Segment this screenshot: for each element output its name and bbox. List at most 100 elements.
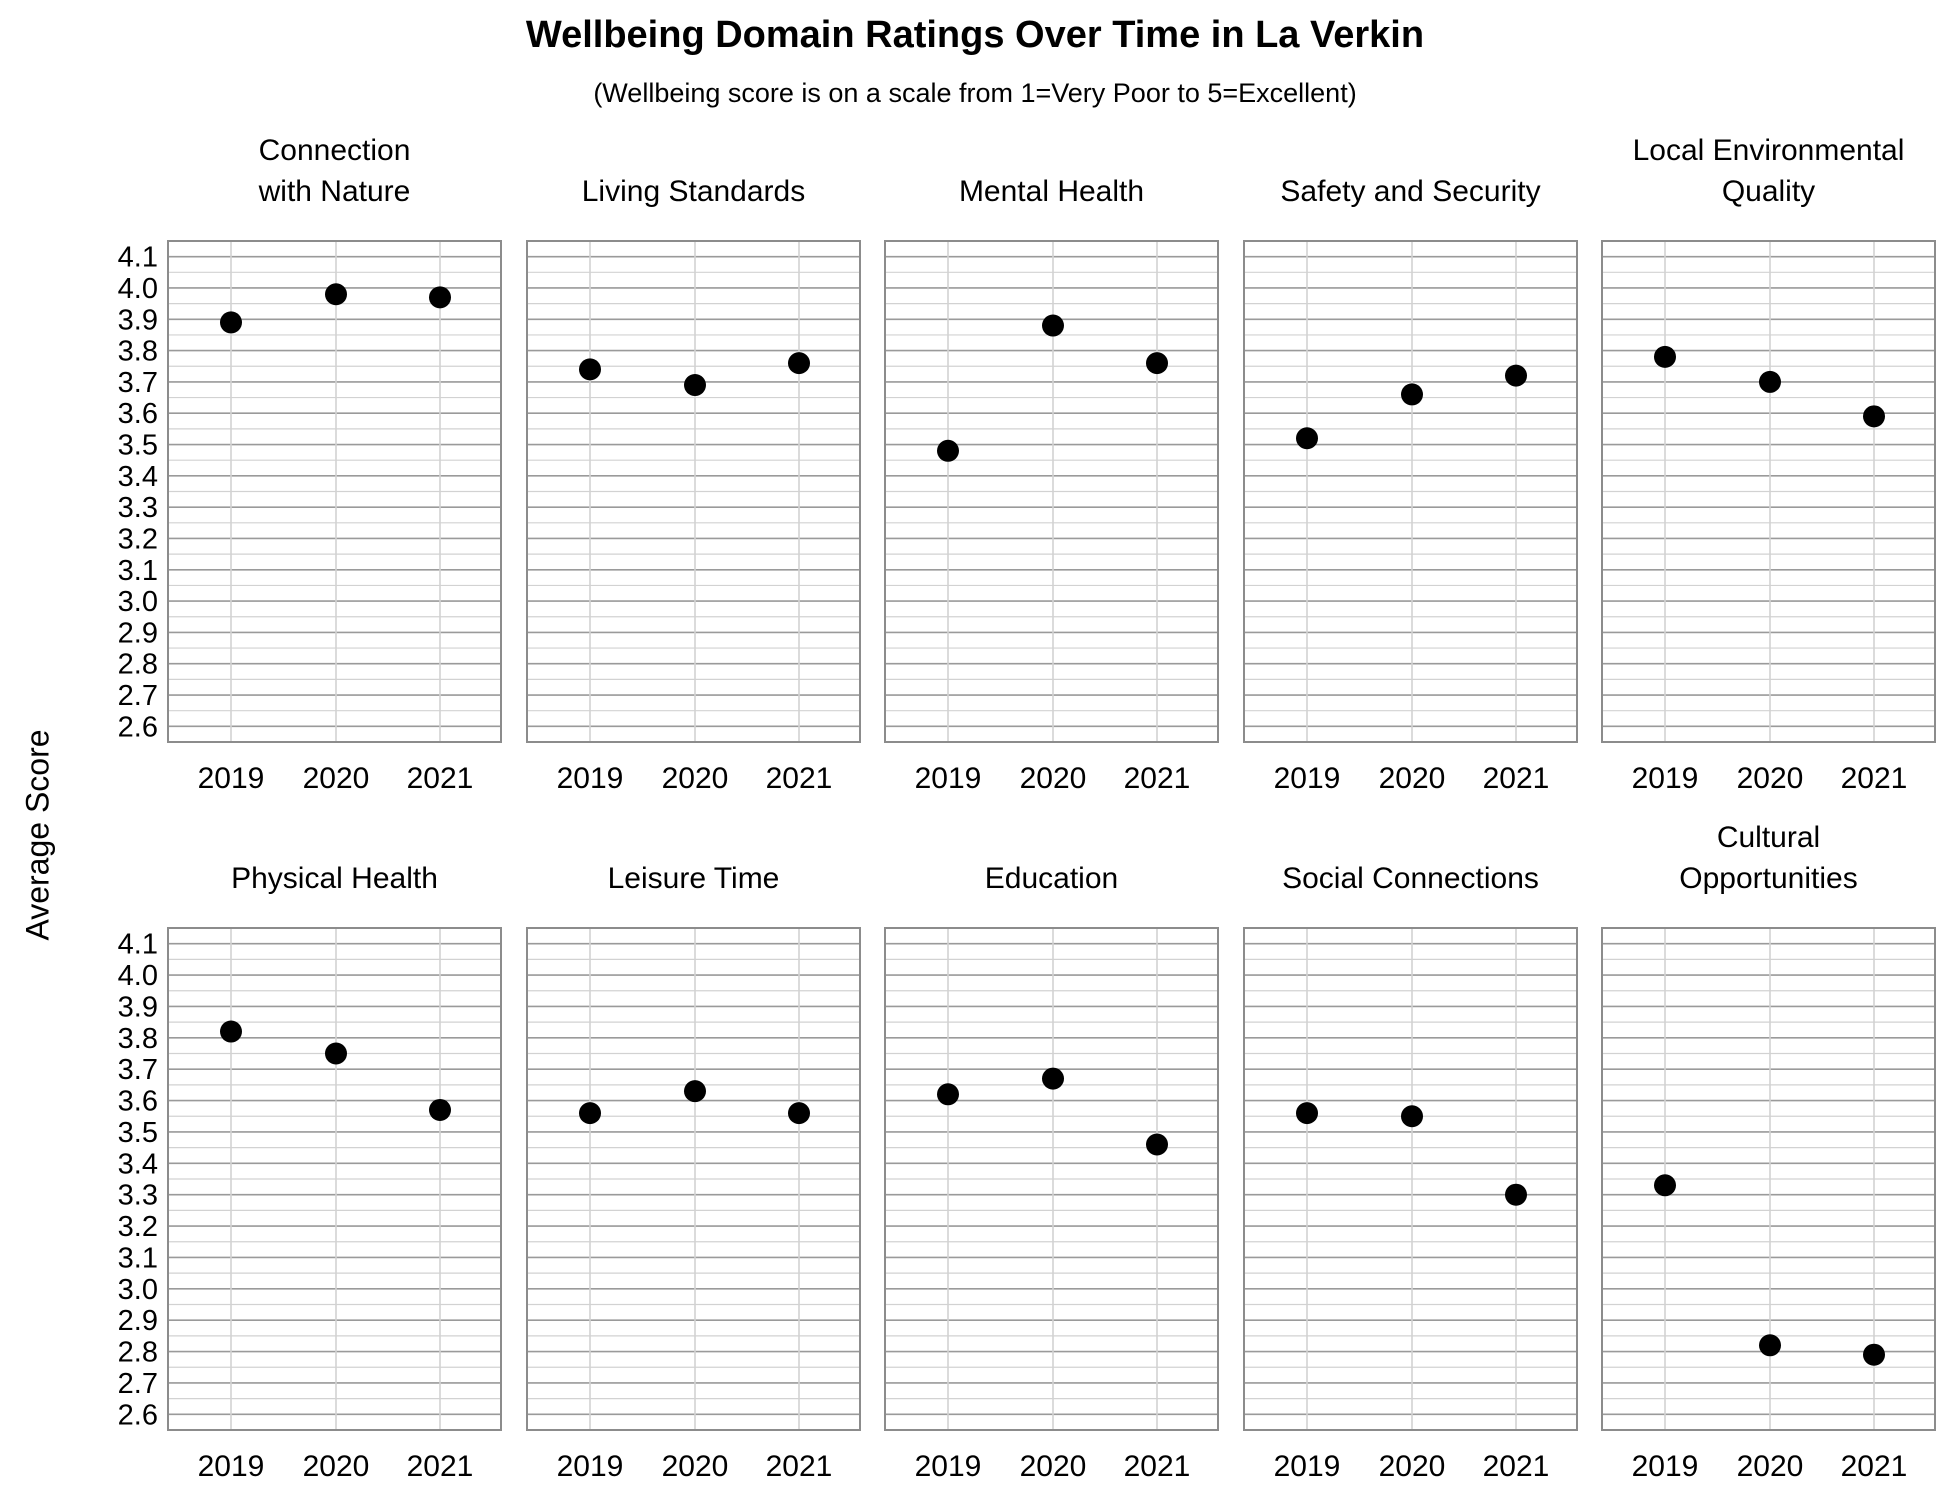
data-point xyxy=(937,1083,959,1106)
facet-title: with Nature xyxy=(258,175,411,208)
data-point xyxy=(1401,1105,1423,1128)
x-tick-label: 2021 xyxy=(1483,1450,1550,1483)
y-tick-label: 2.8 xyxy=(118,1337,158,1369)
x-tick-label: 2020 xyxy=(1379,762,1446,795)
data-point xyxy=(1296,1102,1318,1125)
x-tick-label: 2021 xyxy=(766,762,833,795)
data-point xyxy=(1654,345,1676,368)
data-point xyxy=(1863,405,1885,428)
data-point xyxy=(429,1098,451,1121)
y-tick-label: 3.5 xyxy=(118,430,158,462)
x-tick-label: 2021 xyxy=(766,1450,833,1483)
data-point xyxy=(1505,1183,1527,1206)
facet-title: Opportunities xyxy=(1679,862,1857,895)
facet-panel: Leisure Time 2019 2020 2021 xyxy=(526,862,861,1483)
x-tick-label: 2020 xyxy=(303,762,370,795)
data-point xyxy=(1042,1067,1064,1090)
facet-title: Quality xyxy=(1722,175,1815,208)
panel-border xyxy=(1601,927,1936,1431)
y-tick-label: 3.8 xyxy=(118,1023,158,1055)
y-tick-label: 3.2 xyxy=(118,1211,158,1243)
data-point xyxy=(579,1102,601,1125)
data-point xyxy=(429,286,451,309)
x-tick-label: 2019 xyxy=(557,1450,624,1483)
x-tick-label: 2019 xyxy=(557,762,624,795)
x-tick-label: 2019 xyxy=(1632,762,1699,795)
y-tick-label: 3.7 xyxy=(118,367,158,399)
y-tick-label: 3.3 xyxy=(118,492,158,524)
y-tick-label: 2.9 xyxy=(118,617,158,649)
y-tick-label: 3.6 xyxy=(118,398,158,430)
facet-title: Physical Health xyxy=(231,862,438,895)
y-tick-label: 3.3 xyxy=(118,1180,158,1212)
data-point xyxy=(1759,370,1781,393)
panel-border xyxy=(884,927,1219,1431)
chart-subtitle: (Wellbeing score is on a scale from 1=Ve… xyxy=(593,78,1357,108)
facet-title: Social Connections xyxy=(1282,862,1539,895)
facet-panel: Mental Health 2019 2020 2021 xyxy=(884,175,1219,795)
data-point xyxy=(220,311,242,334)
y-tick-label: 3.7 xyxy=(118,1054,158,1086)
data-point xyxy=(579,358,601,381)
x-tick-label: 2021 xyxy=(1841,1450,1908,1483)
x-tick-label: 2021 xyxy=(1124,762,1191,795)
y-tick-label: 4.1 xyxy=(118,929,158,961)
y-tick-label: 3.8 xyxy=(118,336,158,368)
x-tick-label: 2019 xyxy=(1632,1450,1699,1483)
y-tick-label: 2.8 xyxy=(118,649,158,681)
y-tick-label: 3.0 xyxy=(118,586,158,618)
x-tick-label: 2019 xyxy=(198,1450,265,1483)
data-point xyxy=(1146,352,1168,375)
data-point xyxy=(1042,314,1064,337)
y-tick-label: 3.1 xyxy=(118,555,158,587)
x-tick-label: 2020 xyxy=(1737,762,1804,795)
y-tick-label: 2.6 xyxy=(118,1399,158,1431)
x-tick-label: 2021 xyxy=(1841,762,1908,795)
facet-panel: Local Environmental Quality 2019 2020 2021 xyxy=(1601,134,1936,795)
x-tick-label: 2021 xyxy=(407,1450,474,1483)
data-point xyxy=(1505,364,1527,387)
data-point xyxy=(1296,427,1318,450)
y-tick-label: 2.9 xyxy=(118,1305,158,1337)
x-tick-label: 2020 xyxy=(1020,762,1087,795)
y-tick-label: 4.0 xyxy=(118,960,158,992)
x-tick-label: 2021 xyxy=(407,762,474,795)
chart-title: Wellbeing Domain Ratings Over Time in La… xyxy=(525,14,1425,56)
x-tick-label: 2021 xyxy=(1124,1450,1191,1483)
panel-border xyxy=(1243,240,1578,743)
x-tick-label: 2021 xyxy=(1483,762,1550,795)
x-tick-label: 2019 xyxy=(198,762,265,795)
facet-title: Leisure Time xyxy=(608,862,780,895)
y-tick-label: 3.9 xyxy=(118,304,158,336)
panel-border xyxy=(1243,927,1578,1431)
y-tick-label: 3.5 xyxy=(118,1117,158,1149)
y-tick-label: 3.6 xyxy=(118,1086,158,1118)
panel-border xyxy=(167,240,502,743)
data-point xyxy=(325,1042,347,1065)
data-point xyxy=(684,374,706,397)
data-point xyxy=(1759,1334,1781,1357)
facet-title: Mental Health xyxy=(959,175,1144,208)
panel-border xyxy=(526,927,861,1431)
data-point xyxy=(1146,1133,1168,1156)
panel-border xyxy=(884,240,1219,743)
x-tick-label: 2019 xyxy=(915,762,982,795)
x-tick-label: 2020 xyxy=(1020,1450,1087,1483)
facet-panel: Social Connections 2019 2020 2021 xyxy=(1243,862,1578,1483)
x-tick-label: 2020 xyxy=(303,1450,370,1483)
y-tick-label: 2.7 xyxy=(118,1368,158,1400)
y-tick-label: 3.0 xyxy=(118,1274,158,1306)
data-point xyxy=(325,283,347,306)
data-point xyxy=(788,1102,810,1125)
data-point xyxy=(788,352,810,375)
data-point xyxy=(684,1080,706,1103)
y-tick-label: 4.1 xyxy=(118,242,158,274)
facet-title: Safety and Security xyxy=(1280,175,1540,208)
facet-panel: Education 2019 2020 2021 xyxy=(884,862,1219,1483)
data-point xyxy=(220,1020,242,1043)
panel-border xyxy=(1601,240,1936,743)
facet-title: Living Standards xyxy=(582,175,805,208)
